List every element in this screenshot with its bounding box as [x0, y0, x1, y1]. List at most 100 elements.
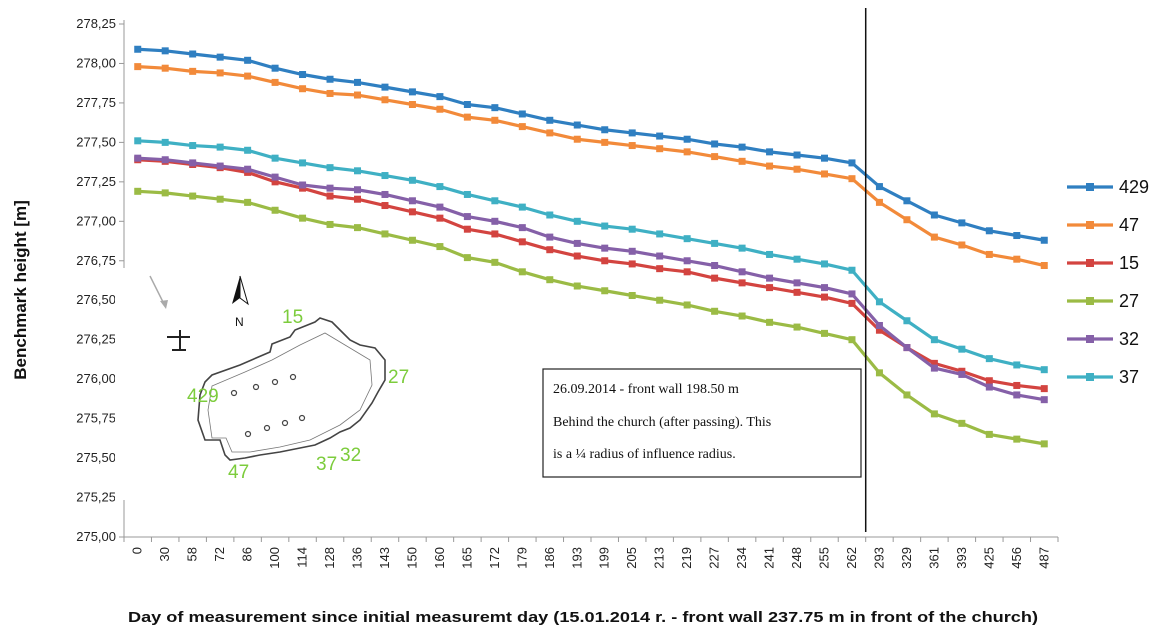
point-15 [271, 178, 279, 186]
legend-label-429: 429 [1119, 177, 1149, 197]
point-37 [601, 222, 609, 230]
point-37 [656, 230, 664, 238]
plan-label-32: 32 [340, 445, 361, 466]
x-tick-label: 255 [817, 547, 832, 569]
point-429 [738, 143, 746, 151]
point-32 [271, 173, 279, 181]
x-tick-label: 213 [652, 547, 667, 569]
point-27 [546, 276, 554, 284]
point-37 [711, 239, 719, 247]
point-429 [903, 197, 911, 205]
x-tick-label: 136 [350, 547, 365, 569]
point-37 [958, 345, 966, 353]
point-15 [683, 268, 691, 276]
point-429 [683, 135, 691, 143]
point-15 [1040, 385, 1048, 393]
point-37 [436, 183, 444, 191]
point-27 [711, 307, 719, 315]
point-47 [189, 67, 197, 75]
point-32 [656, 252, 664, 260]
point-32 [738, 268, 746, 276]
point-27 [683, 301, 691, 309]
x-tick-label: 72 [212, 547, 227, 561]
series-line-15 [137, 158, 1045, 391]
point-27 [738, 312, 746, 320]
point-429 [848, 159, 856, 167]
point-429 [930, 211, 938, 219]
point-15 [985, 377, 993, 385]
point-37 [189, 142, 197, 150]
point-32 [216, 162, 224, 170]
point-37 [408, 176, 416, 184]
point-47 [1013, 255, 1021, 263]
point-47 [299, 85, 307, 93]
series-line-37 [137, 139, 1045, 372]
point-47 [656, 145, 664, 153]
y-tick-label: 277,00 [76, 213, 116, 228]
y-tick-label: 276,50 [76, 292, 116, 307]
y-tick-label: 277,25 [76, 174, 116, 189]
y-tick-label: 275,00 [76, 529, 116, 544]
point-47 [354, 91, 361, 99]
point-47 [903, 216, 911, 224]
point-27 [134, 187, 142, 195]
point-27 [354, 224, 361, 232]
point-32 [628, 247, 636, 255]
point-32 [821, 284, 828, 292]
x-tick-label: 165 [459, 547, 474, 569]
point-47 [326, 89, 334, 97]
legend-label-15: 15 [1119, 253, 1139, 273]
point-429 [1040, 236, 1048, 244]
point-429 [326, 75, 334, 83]
point-15 [821, 293, 828, 301]
point-15 [491, 230, 499, 238]
point-32 [463, 213, 471, 221]
x-tick-label: 329 [899, 547, 914, 569]
y-tick-label: 277,75 [76, 95, 116, 110]
x-tick-label: 143 [377, 547, 392, 569]
point-429 [436, 93, 444, 101]
x-tick-label: 114 [295, 547, 310, 568]
point-37 [161, 138, 169, 146]
point-37 [573, 217, 581, 225]
point-27 [1040, 440, 1048, 448]
point-429 [985, 227, 993, 235]
point-37 [875, 298, 883, 306]
point-47 [628, 142, 636, 150]
point-32 [1040, 396, 1048, 404]
point-15 [1013, 381, 1021, 389]
x-tick-label: 234 [734, 547, 749, 569]
point-27 [1013, 435, 1021, 443]
point-47 [683, 148, 691, 156]
point-37 [381, 172, 389, 180]
point-47 [875, 198, 883, 206]
point-47 [134, 63, 142, 71]
point-27 [573, 282, 581, 290]
y-tick-label: 276,00 [76, 371, 116, 386]
point-47 [793, 165, 801, 173]
x-tick-label: 199 [597, 547, 612, 569]
point-27 [271, 206, 279, 214]
point-47 [711, 153, 719, 161]
point-15 [930, 359, 938, 367]
point-15 [793, 288, 801, 296]
point-27 [161, 189, 169, 197]
point-47 [985, 250, 993, 258]
point-47 [1040, 262, 1048, 270]
point-47 [463, 113, 471, 121]
legend: 429 47 15 27 32 37 [1067, 177, 1149, 387]
point-37 [326, 164, 334, 172]
point-32 [573, 239, 581, 247]
point-32 [299, 181, 307, 189]
point-37 [463, 190, 471, 198]
point-15 [518, 238, 526, 246]
y-axis-title: Benchmark height [m] [11, 200, 30, 379]
point-37 [546, 211, 554, 219]
x-tick-label: 128 [322, 547, 337, 569]
y-axis-ticks: 275,00 275,25 275,50 275,75 276,00 276,25 276,… [76, 16, 124, 544]
point-15 [766, 284, 774, 292]
legend-marker-15 [1086, 259, 1094, 267]
point-15 [326, 192, 334, 200]
x-tick-label: 361 [926, 547, 941, 569]
plan-label-15: 15 [282, 307, 303, 328]
